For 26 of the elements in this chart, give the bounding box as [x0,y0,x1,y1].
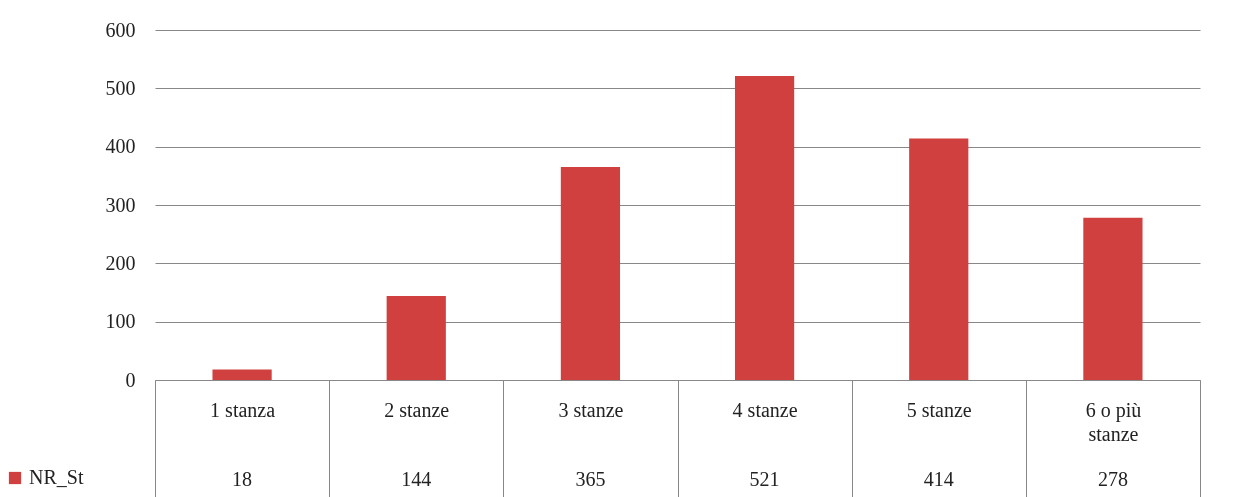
y-tick-label: 100 [105,310,136,333]
bar [1083,217,1143,380]
y-tick-label: 500 [105,76,136,99]
bar [909,138,969,380]
data-label: 365 [575,468,606,490]
x-tick-label: 2 stanze [384,398,450,421]
legend-label: NR_St [29,466,84,488]
y-tick-label: 200 [105,251,136,274]
x-tick-label: 1 stanza [210,398,276,421]
data-label: 278 [1097,468,1128,490]
y-tick-label: 300 [105,193,136,216]
data-label: 144 [401,468,432,490]
x-tick-label: 4 stanze [732,398,798,421]
bar [386,296,446,380]
x-tick-label: 5 stanze [906,398,972,421]
bar [734,76,795,380]
x-tick-label: 6 o più stanze [1085,398,1142,445]
y-tick-label: 600 [105,18,136,41]
data-label: 521 [749,468,780,490]
data-label: 414 [923,468,954,490]
data-label: 18 [232,468,253,490]
y-tick-label: 0 [125,368,136,391]
bar [212,369,272,380]
x-tick-label: 3 stanze [558,398,624,421]
bar [560,167,621,380]
y-tick-label: 400 [105,135,136,158]
